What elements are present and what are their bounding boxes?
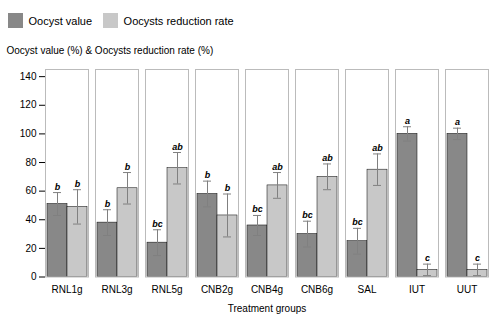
svg-text:b: b: [105, 198, 111, 208]
svg-text:c: c: [425, 253, 430, 263]
svg-text:bc: bc: [152, 218, 163, 228]
svg-text:b: b: [205, 170, 211, 180]
svg-text:ab: ab: [272, 161, 283, 171]
svg-text:RNL1g: RNL1g: [51, 284, 82, 295]
svg-text:ab: ab: [372, 142, 383, 152]
svg-text:SAL: SAL: [358, 284, 377, 295]
svg-text:ab: ab: [322, 152, 333, 162]
svg-text:Treatment groups: Treatment groups: [228, 303, 307, 314]
svg-text:IUT: IUT: [409, 284, 425, 295]
svg-text:UUT: UUT: [457, 284, 478, 295]
svg-text:60: 60: [25, 185, 37, 196]
svg-text:b: b: [75, 178, 81, 188]
svg-text:a: a: [455, 117, 460, 127]
svg-text:0: 0: [31, 271, 37, 282]
svg-text:bc: bc: [352, 217, 363, 227]
svg-text:CNB2g: CNB2g: [201, 284, 233, 295]
svg-text:140: 140: [20, 70, 37, 81]
svg-text:b: b: [55, 181, 61, 191]
svg-text:20: 20: [25, 242, 37, 253]
svg-text:Oocyst value (%) & Oocysts red: Oocyst value (%) & Oocysts reduction rat…: [7, 44, 214, 55]
svg-text:40: 40: [25, 213, 37, 224]
svg-text:RNL5g: RNL5g: [151, 284, 182, 295]
svg-text:c: c: [475, 253, 480, 263]
svg-text:b: b: [225, 183, 231, 193]
html-text:Oocyst value: Oocyst value: [28, 14, 93, 27]
svg-text:ab: ab: [172, 141, 183, 151]
svg-text:RNL3g: RNL3g: [101, 284, 132, 295]
svg-text:120: 120: [20, 99, 37, 110]
svg-text:bc: bc: [252, 204, 263, 214]
svg-text:80: 80: [25, 156, 37, 167]
svg-text:bc: bc: [302, 210, 313, 220]
svg-text:CNB4g: CNB4g: [251, 284, 283, 295]
svg-text:b: b: [125, 161, 131, 171]
svg-text:CNB6g: CNB6g: [301, 284, 333, 295]
html-text:Oocysts reduction rate: Oocysts reduction rate: [123, 14, 234, 27]
svg-text:a: a: [405, 115, 410, 125]
svg-text:100: 100: [20, 128, 37, 139]
